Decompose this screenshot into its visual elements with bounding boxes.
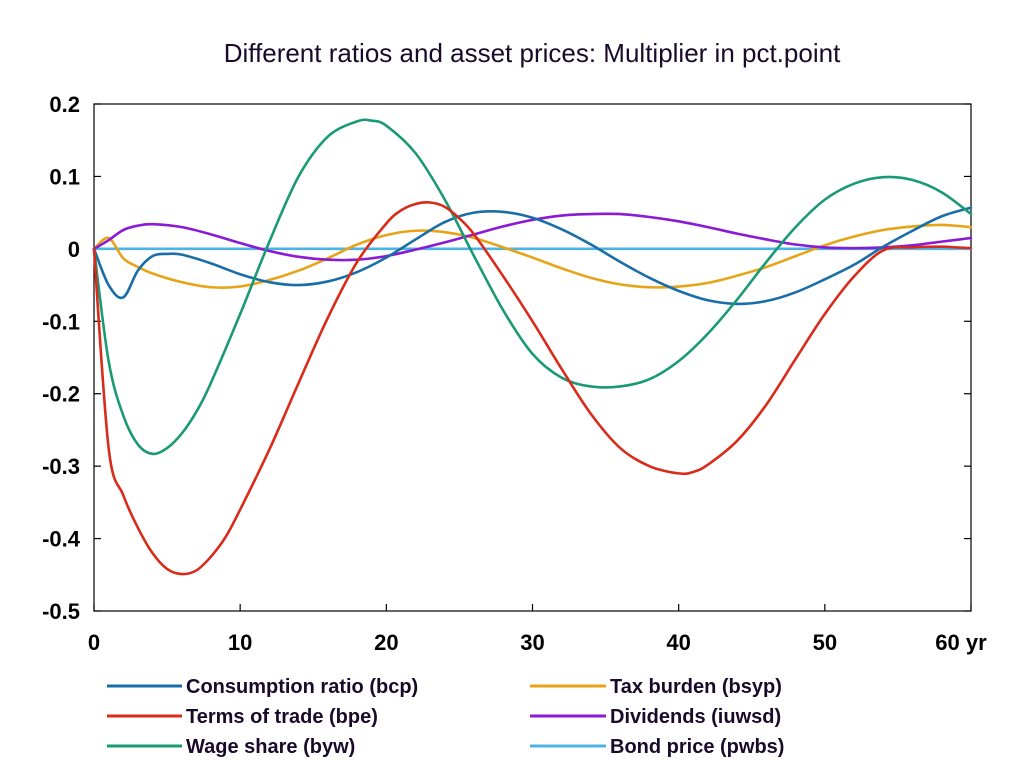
x-tick-label: 20 [374,630,398,655]
y-tick-label: -0.2 [42,382,80,407]
x-tick-label: 30 [520,630,544,655]
y-tick-label: -0.4 [42,527,81,552]
y-tick-label: 0 [68,237,80,262]
series-line-terms-of-trade-bpe [92,201,973,576]
legend-label: Wage share (byw) [186,736,355,758]
y-tick-label: -0.3 [42,454,80,479]
series-line-wage-share-byw [92,118,973,456]
series-lines [92,118,973,576]
legend-label: Dividends (iuwsd) [610,706,781,728]
x-tick-label: 10 [228,630,252,655]
x-tick-label: 40 [666,630,690,655]
y-tick-label: 0.2 [49,92,80,117]
series-line-dividends-iuwsd [92,212,973,262]
legend-label: Tax burden (bsyp) [610,676,782,698]
x-tick-label: 60 yr [935,630,987,655]
series-line-consumption-ratio-bcp [92,206,973,306]
legend-label: Bond price (pwbs) [610,736,784,758]
x-axis: 0 10 20 30 40 50 60 yr [88,604,987,655]
y-tick-label: -0.5 [42,599,80,624]
chart-title: Different ratios and asset prices: Multi… [224,38,841,68]
series-line-tax-burden-bsyp [92,223,973,289]
y-tick-label: 0.1 [49,164,80,189]
y-axis: -0.5 -0.4 -0.3 -0.2 -0.1 0 0.1 0.2 [42,92,971,624]
legend: Consumption ratio (bcp) Tax burden (bsyp)… [107,676,784,758]
legend-label: Terms of trade (bpe) [186,706,378,728]
x-tick-label: 0 [88,630,100,655]
legend-label: Consumption ratio (bcp) [186,676,418,698]
x-tick-label: 50 [813,630,837,655]
y-tick-label: -0.1 [42,309,80,334]
